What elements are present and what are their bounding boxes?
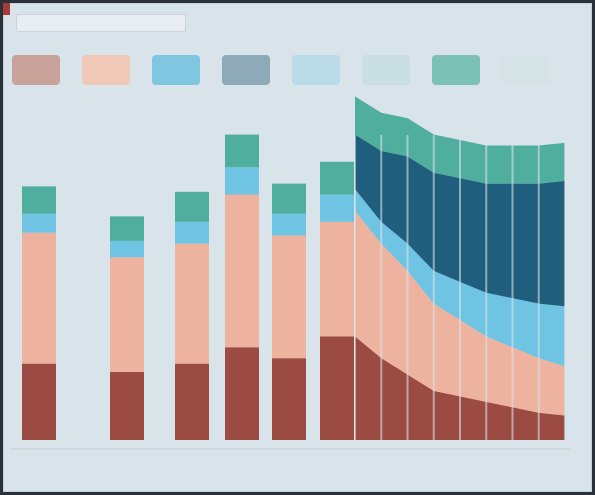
- bar-segment: [272, 235, 306, 359]
- bar-segment: [175, 191, 209, 222]
- legend: [12, 55, 582, 85]
- bar-segment: [320, 221, 354, 337]
- legend-item-2[interactable]: [82, 55, 130, 85]
- bar-segment: [320, 161, 354, 195]
- bar-segment: [22, 232, 56, 364]
- window-accent: [3, 3, 10, 15]
- legend-item-7[interactable]: [432, 55, 480, 85]
- bar-segment: [225, 167, 259, 195]
- bar-segment: [22, 213, 56, 233]
- bar-segment: [175, 221, 209, 244]
- legend-item-3[interactable]: [152, 55, 200, 85]
- legend-item-4[interactable]: [222, 55, 270, 85]
- bar-segment: [110, 216, 144, 241]
- bar-segment: [175, 363, 209, 440]
- bar-segment: [22, 363, 56, 440]
- bar-segment: [320, 194, 354, 222]
- legend-item-5[interactable]: [292, 55, 340, 85]
- bar-segment: [320, 336, 354, 440]
- bar-segment: [110, 240, 144, 258]
- bar-segment: [225, 134, 259, 168]
- stacked-bar-chart: [22, 96, 566, 440]
- bar-segment: [110, 371, 144, 440]
- bar-segment: [225, 194, 259, 348]
- title-bar: [16, 14, 186, 32]
- bar-segment: [110, 257, 144, 372]
- bar-segment: [175, 243, 209, 364]
- legend-item-8[interactable]: [502, 55, 550, 85]
- bar-segment: [22, 186, 56, 214]
- bar-segment: [272, 213, 306, 236]
- legend-item-6[interactable]: [362, 55, 410, 85]
- bar-segment: [225, 347, 259, 440]
- bar-segment: [272, 358, 306, 440]
- bar-segment: [272, 183, 306, 214]
- legend-item-1[interactable]: [12, 55, 60, 85]
- x-axis-line: [10, 448, 570, 450]
